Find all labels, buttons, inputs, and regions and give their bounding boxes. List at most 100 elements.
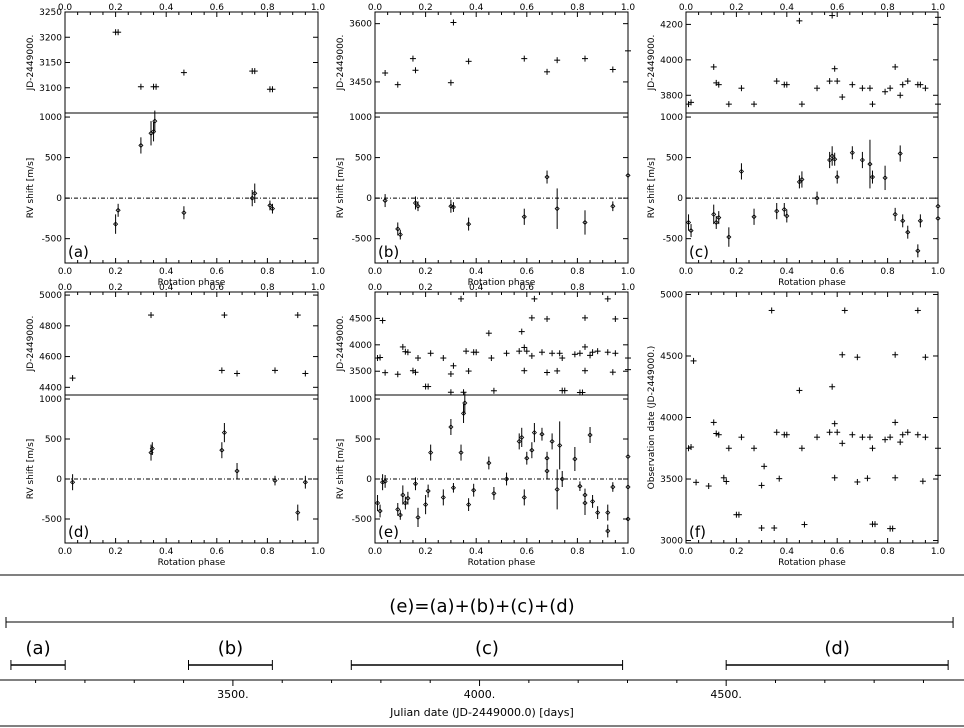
panel-b-bottom-ytick-label: 0 — [366, 194, 372, 204]
panel-d-rv-point — [221, 430, 227, 436]
panel-e-rv-point — [382, 478, 388, 484]
panel-c-rv-point — [832, 156, 838, 162]
panel-c-rv-point — [917, 218, 923, 224]
timeline-segment-d-label: (d) — [824, 638, 849, 659]
panel-a-top-xtick-label: 0.8 — [260, 3, 275, 13]
panel-e-rv-point — [395, 506, 401, 512]
panel-e-top-xtick-label: 0.0 — [368, 283, 383, 293]
panel-b-bottom-ylabel: RV shift [m/s] — [336, 158, 346, 219]
panel-e-xtick-label: 0.0 — [368, 547, 383, 557]
panel-d-xtick-label: 0.4 — [159, 547, 174, 557]
panel-d-bottom-ylabel: RV shift [m/s] — [26, 439, 36, 500]
panel-b-rv-point — [415, 203, 421, 209]
panel-b-rv-point — [521, 214, 527, 220]
panel-e-rv-point — [423, 502, 429, 508]
panel-c-top-xtick-label: 0.4 — [780, 3, 795, 13]
panel-e-rv-point — [605, 510, 611, 516]
panel-d-top-ytick-label: 4400 — [39, 383, 62, 393]
panel-d-bottom-ytick-label: 1000 — [39, 395, 62, 405]
timeline-title: (e)=(a)+(b)+(c)+(d) — [389, 596, 574, 617]
panel-b-rv-point — [466, 221, 472, 227]
panel-a-bottom-ytick-label: 500 — [45, 154, 62, 164]
panel-b-rv-point — [544, 174, 550, 180]
panel-c-rv-point — [905, 229, 911, 235]
panel-a-xtick-label: 0.8 — [260, 267, 275, 277]
panel-d-top-ylabel: JD-2449000. — [26, 316, 36, 373]
panel-f-xtick-label: 1.0 — [931, 547, 946, 557]
panel-c-xtick-label: 0.0 — [679, 267, 694, 277]
panel-e-rv-point — [466, 502, 472, 508]
panel-f-ytick-label: 4000 — [660, 414, 683, 424]
panel-d-bottom-ytick-label: -500 — [42, 515, 63, 525]
panel-e-rv-point — [519, 434, 525, 440]
panel-e-top-xtick-label: 1.0 — [621, 283, 636, 293]
panel-a-rv-point — [181, 210, 187, 216]
panel-f-ytick-label: 3500 — [660, 475, 683, 485]
panel-c-top-xtick-label: 1.0 — [931, 3, 946, 13]
timeline-segment-b-label: (b) — [218, 638, 243, 659]
panel-b-bottom-ytick-label: 500 — [355, 154, 372, 164]
panel-a-rv-point — [150, 129, 157, 135]
panel-d-rv-point — [295, 510, 301, 516]
panel-a-rv-point — [115, 207, 121, 213]
panel-e-bottom-ytick-label: -500 — [352, 515, 373, 525]
panel-c-rv-point — [688, 228, 694, 234]
panel-e-top-ytick-label: 3500 — [349, 367, 372, 377]
panel-e-bottom-ytick-label: 1000 — [349, 395, 372, 405]
panel-d-top-xtick-label: 0.4 — [159, 283, 174, 293]
panel-e-top-ytick-label: 4000 — [349, 341, 372, 351]
panel-c-rv-point — [827, 157, 833, 163]
panel-c-top-ytick-label: 4000 — [660, 56, 683, 66]
panel-d-xtick-label: 0.6 — [210, 547, 225, 557]
panel-f-frame — [685, 291, 939, 544]
panel-d-top-xtick-label: 0.8 — [260, 283, 275, 293]
panel-d-xtick-label: 0.2 — [108, 547, 122, 557]
panel-f-ytick-label: 3000 — [660, 537, 683, 547]
panel-e-rv-point — [516, 438, 522, 444]
panel-c-rv-point — [751, 214, 757, 220]
panel-c-rv-point — [829, 153, 835, 159]
panel-d-top-xtick-label: 0.0 — [58, 283, 73, 293]
panel-c-rv-point — [859, 157, 865, 163]
panel-a-label: (a) — [68, 243, 89, 261]
panel-e-rv-point — [610, 484, 616, 490]
panel-c-rv-point — [897, 150, 903, 157]
panel-a-frame — [64, 11, 319, 264]
panel-a-rv-point — [152, 118, 158, 124]
panel-e-rv-point — [374, 500, 381, 506]
panel-c-rv-point — [882, 175, 888, 181]
panel-e-rv-point — [458, 450, 464, 456]
panel-e-rv-point — [590, 498, 596, 504]
panel-b-xlabel: Rotation phase — [468, 278, 536, 288]
panel-e-top-xtick-label: 0.4 — [469, 283, 484, 293]
panel-e-rv-point — [471, 487, 477, 493]
panel-b-xtick-label: 0.6 — [520, 267, 535, 277]
panel-b-rv-point — [448, 203, 454, 209]
panel-e-rv-point — [491, 490, 497, 496]
panel-e-rv-point — [397, 512, 403, 518]
panel-c-rv-point — [716, 215, 722, 221]
panel-a-rv-point — [138, 142, 144, 148]
panel-e-rv-point — [572, 456, 578, 462]
panel-e-rv-point — [405, 495, 411, 501]
panel-e-rv-point — [539, 431, 545, 437]
panel-e-xlabel: Rotation phase — [468, 558, 536, 568]
panel-b-frame — [374, 11, 629, 264]
panel-e-rv-point — [531, 430, 537, 436]
panel-c-xtick-label: 0.6 — [830, 267, 845, 277]
panel-c-rv-point — [685, 219, 692, 226]
panel-d-rv-point — [272, 478, 278, 484]
panel-e-rv-point — [380, 479, 386, 485]
panel-f-xtick-label: 0.0 — [679, 547, 694, 557]
panel-b-rv-point — [382, 198, 388, 204]
panel-f-ytick-label: 4500 — [660, 352, 683, 362]
panel-a-rv-point — [252, 190, 258, 196]
panel-c-rv-point — [781, 206, 787, 213]
panel-a-top-ytick-label: 3200 — [39, 33, 62, 43]
panel-d-rv-point — [234, 468, 240, 474]
panel-b-xtick-label: 0.4 — [469, 267, 484, 277]
panel-b-top-xtick-label: 0.4 — [469, 3, 484, 13]
panel-c-label: (c) — [689, 243, 709, 261]
panel-b-rv-point — [395, 226, 401, 232]
